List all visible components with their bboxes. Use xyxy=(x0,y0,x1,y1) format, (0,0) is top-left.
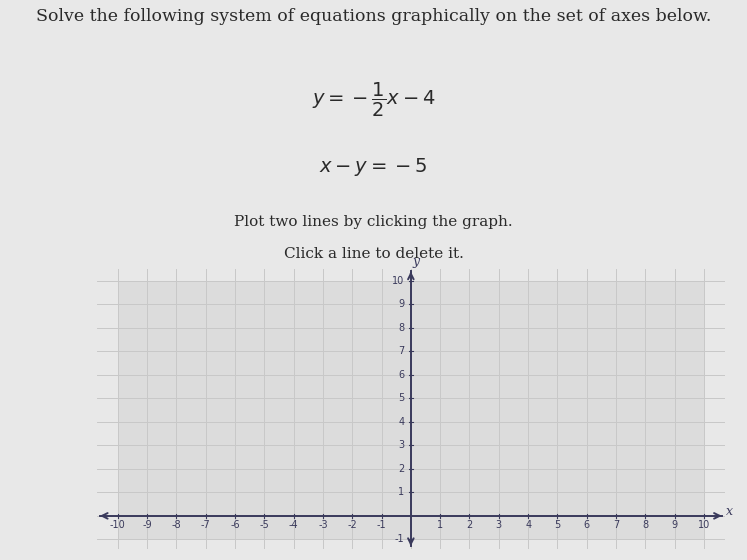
Text: 4: 4 xyxy=(525,520,531,530)
Text: 5: 5 xyxy=(554,520,560,530)
Text: 6: 6 xyxy=(398,370,404,380)
Text: 8: 8 xyxy=(642,520,648,530)
Text: y: y xyxy=(412,255,420,268)
Text: 10: 10 xyxy=(698,520,710,530)
Text: 9: 9 xyxy=(672,520,678,530)
Text: -7: -7 xyxy=(201,520,211,530)
Text: 1: 1 xyxy=(398,487,404,497)
Text: 3: 3 xyxy=(398,440,404,450)
Text: 10: 10 xyxy=(392,276,404,286)
Text: Plot two lines by clicking the graph.: Plot two lines by clicking the graph. xyxy=(235,215,512,229)
Text: -9: -9 xyxy=(142,520,152,530)
Text: -2: -2 xyxy=(347,520,357,530)
Text: 1: 1 xyxy=(437,520,443,530)
Text: $y = -\dfrac{1}{2}x - 4$: $y = -\dfrac{1}{2}x - 4$ xyxy=(311,81,436,119)
Text: 6: 6 xyxy=(583,520,590,530)
Text: -1: -1 xyxy=(394,534,404,544)
Text: -3: -3 xyxy=(318,520,328,530)
Text: 2: 2 xyxy=(466,520,473,530)
Text: 4: 4 xyxy=(398,417,404,427)
Text: 7: 7 xyxy=(398,346,404,356)
Text: 3: 3 xyxy=(496,520,502,530)
Text: -10: -10 xyxy=(110,520,125,530)
Text: x: x xyxy=(726,505,733,518)
Text: 7: 7 xyxy=(613,520,619,530)
Text: Solve the following system of equations graphically on the set of axes below.: Solve the following system of equations … xyxy=(36,8,711,25)
Text: Click a line to delete it.: Click a line to delete it. xyxy=(284,248,463,262)
Text: -5: -5 xyxy=(259,520,269,530)
Text: -1: -1 xyxy=(376,520,386,530)
Text: 8: 8 xyxy=(398,323,404,333)
Text: -8: -8 xyxy=(172,520,181,530)
Text: 9: 9 xyxy=(398,299,404,309)
Text: 2: 2 xyxy=(398,464,404,474)
Text: $x - y = -5$: $x - y = -5$ xyxy=(320,156,427,178)
Text: 5: 5 xyxy=(398,393,404,403)
Text: -6: -6 xyxy=(230,520,240,530)
Text: -4: -4 xyxy=(289,520,298,530)
